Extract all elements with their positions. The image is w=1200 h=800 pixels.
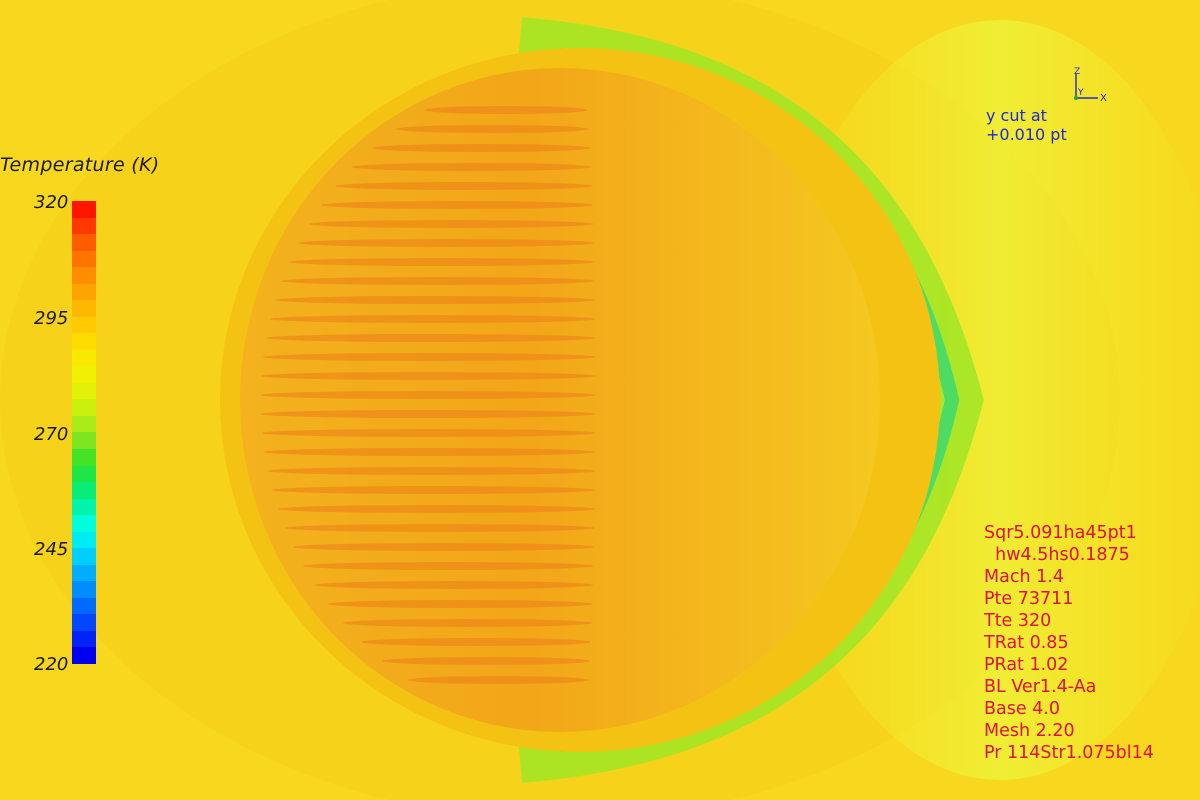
axis-y-label: Y <box>1077 88 1084 98</box>
streak <box>260 372 596 380</box>
streak <box>352 163 592 171</box>
axis-z-label: Z <box>1074 67 1080 77</box>
streak <box>424 106 588 114</box>
legend-tick-220: 220 <box>34 654 69 675</box>
colorbar-segment <box>72 267 96 284</box>
streak <box>271 486 596 494</box>
streak <box>335 182 593 190</box>
streak <box>314 581 594 589</box>
colorbar-segment <box>72 448 96 466</box>
hot-streaks <box>260 106 596 684</box>
colorbar-segment <box>72 234 96 251</box>
info-line: Tte 320 <box>984 611 1052 631</box>
colorbar-segment <box>72 201 96 218</box>
colorbar-segment <box>72 250 96 268</box>
cut-label-line-2: +0.010 pt <box>986 125 1067 144</box>
streak <box>288 258 595 266</box>
streak <box>408 676 589 684</box>
streak <box>382 657 590 665</box>
info-line: Mesh 2.20 <box>984 721 1075 741</box>
streak <box>308 220 594 228</box>
colorbar-segment <box>72 399 96 416</box>
colorbar-segment <box>72 581 96 598</box>
colorbar-segment <box>72 366 96 383</box>
colorbar-segment <box>72 548 96 565</box>
colorbar-segment <box>72 217 96 235</box>
streak <box>298 239 595 247</box>
colorbar-segment <box>72 482 96 499</box>
colorbar-segment <box>72 630 96 648</box>
info-line: Mach 1.4 <box>984 567 1064 587</box>
legend-tick-245: 245 <box>34 539 69 560</box>
colorbar-segment <box>72 333 96 350</box>
case-info-panel: Sqr5.091ha45pt1 hw4.5hs0.1875 Mach 1.4 P… <box>984 522 1154 764</box>
streak <box>267 467 596 475</box>
info-line: Base 4.0 <box>984 699 1061 719</box>
streak <box>327 600 593 608</box>
colorbar-segment <box>72 498 96 516</box>
info-line: BL Ver1.4-Aa <box>984 677 1097 697</box>
colorbar-segment <box>72 597 96 615</box>
colorbar <box>72 201 96 664</box>
cut-label-line-1: y cut at <box>986 106 1047 125</box>
streak <box>260 410 596 418</box>
streak <box>260 391 596 399</box>
axis-triad-icon: Z Y X <box>1074 67 1107 104</box>
info-line: Sqr5.091ha45pt1 <box>984 523 1137 543</box>
colorbar-segment <box>72 349 96 367</box>
streak <box>395 125 590 133</box>
streak <box>265 334 596 342</box>
streak <box>342 619 592 627</box>
colorbar-segment <box>72 647 96 664</box>
streak <box>293 543 595 551</box>
streak <box>302 562 594 570</box>
colorbar-segment <box>72 614 96 631</box>
streak <box>321 201 593 209</box>
streak <box>263 448 596 456</box>
legend-title: Temperature (K) <box>0 154 160 176</box>
info-line: Pte 73711 <box>984 589 1074 609</box>
info-line: TRat 0.85 <box>984 633 1069 653</box>
streak <box>371 144 591 152</box>
axis-x-label: X <box>1100 93 1107 104</box>
info-line: Pr 114Str1.075bl14 <box>984 743 1154 763</box>
colorbar-segment <box>72 300 96 317</box>
info-line: PRat 1.02 <box>984 655 1069 675</box>
colorbar-segment <box>72 515 96 532</box>
legend-tick-270: 270 <box>34 424 69 445</box>
colorbar-segment <box>72 465 96 483</box>
colorbar-segment <box>72 415 96 433</box>
colorbar-segment <box>72 316 96 334</box>
streak <box>262 353 596 361</box>
colorbar-segment <box>72 531 96 549</box>
streak <box>277 505 596 513</box>
streak <box>269 315 596 323</box>
streak <box>284 524 595 532</box>
info-line: hw4.5hs0.1875 <box>984 545 1130 565</box>
streak <box>281 277 595 285</box>
colorbar-segment <box>72 432 96 449</box>
streak <box>274 296 596 304</box>
colorbar-segment <box>72 564 96 582</box>
colorbar-segment <box>72 283 96 301</box>
colorbar-segment <box>72 382 96 400</box>
legend-tick-320: 320 <box>34 192 69 213</box>
streak <box>360 638 591 646</box>
legend-tick-295: 295 <box>34 308 69 329</box>
streak <box>261 429 596 437</box>
cut-plane-label: y cut at +0.010 pt <box>986 106 1067 144</box>
